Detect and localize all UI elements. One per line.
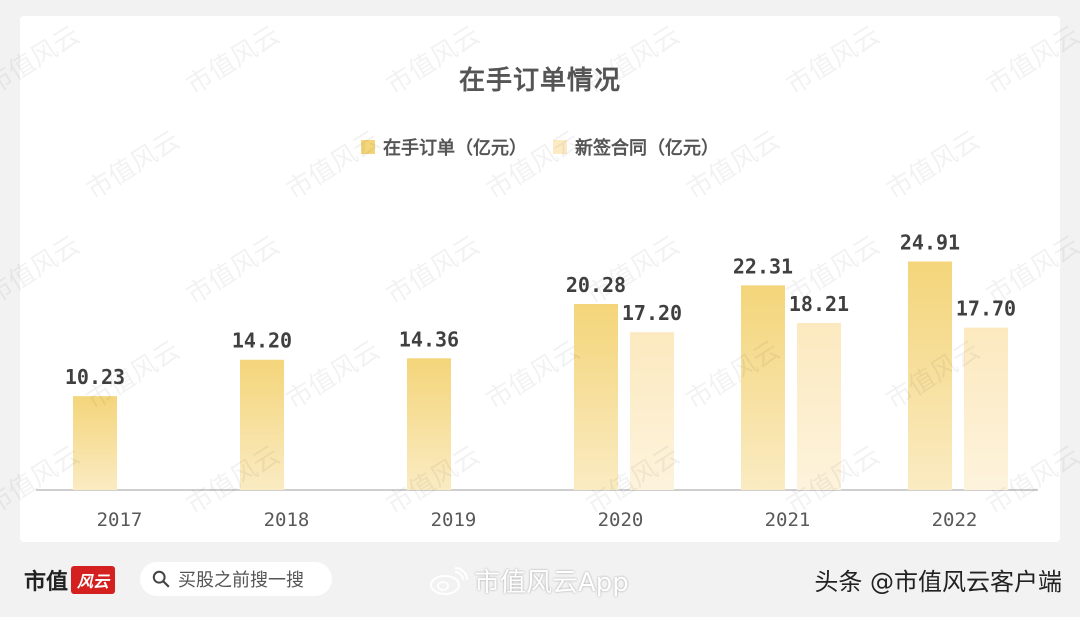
data-label-series1-2021: 18.21 xyxy=(789,292,849,316)
bar-series0-2019 xyxy=(407,358,451,490)
legend-label-contracts: 新签合同（亿元） xyxy=(575,138,719,159)
bar-series1-2022 xyxy=(964,327,1008,490)
data-label-series0-2019: 14.36 xyxy=(399,327,459,351)
search-box[interactable]: 买股之前搜一搜 xyxy=(140,562,332,596)
bar-series0-2022 xyxy=(908,261,952,490)
bar-series0-2018 xyxy=(240,359,284,490)
x-tick-label-2017: 2017 xyxy=(97,509,143,531)
x-tick-label-2019: 2019 xyxy=(431,509,477,531)
legend-swatch-contracts xyxy=(553,140,567,154)
search-text: 买股之前搜一搜 xyxy=(178,570,304,591)
brand-logo: 风云 xyxy=(71,566,116,594)
bar-series0-2020 xyxy=(574,303,618,490)
legend-swatch-orders xyxy=(361,140,375,154)
weibo-watermark: 市值风云App xyxy=(428,562,629,599)
search-icon xyxy=(152,570,170,588)
brand[interactable]: 市值 风云 xyxy=(24,564,116,596)
bar-series1-2020 xyxy=(630,332,674,490)
source-text: 头条 @市值风云客户端 xyxy=(814,568,1062,596)
x-tick-label-2020: 2020 xyxy=(598,509,644,531)
bar-series0-2017 xyxy=(73,396,117,490)
bar-series1-2021 xyxy=(797,322,841,490)
weibo-icon xyxy=(430,566,468,595)
bar-chart: 10.23 2017 14.20 2018 14.36 2019 20.28 17.20 202… xyxy=(36,230,1038,531)
chart-title: 在手订单情况 xyxy=(458,66,621,96)
data-label-series0-2018: 14.20 xyxy=(232,329,292,353)
legend-item-orders: 在手订单（亿元） xyxy=(361,134,527,160)
legend-label-orders: 在手订单（亿元） xyxy=(383,138,527,159)
data-label-series0-2017: 10.23 xyxy=(65,365,125,389)
data-label-series0-2022: 24.91 xyxy=(900,230,960,254)
x-tick-label-2021: 2021 xyxy=(765,509,811,531)
chart-legend: 在手订单（亿元） 新签合同（亿元） xyxy=(20,134,1060,160)
x-tick-label-2022: 2022 xyxy=(932,509,978,531)
legend-item-contracts: 新签合同（亿元） xyxy=(553,134,719,160)
data-label-series0-2021: 22.31 xyxy=(733,254,793,278)
footer: 市值 风云 买股之前搜一搜 市值风云App 头条 @市值风云客户端 xyxy=(0,548,1080,610)
data-label-series0-2020: 20.28 xyxy=(566,273,626,297)
data-label-series1-2022: 17.70 xyxy=(956,297,1016,321)
chart-card: 在手订单情况 在手订单（亿元） 新签合同（亿元） 10.23 2017 14.20 2… xyxy=(20,16,1060,542)
x-tick-label-2018: 2018 xyxy=(264,509,310,531)
brand-text: 市值 xyxy=(24,570,69,595)
data-label-series1-2020: 17.20 xyxy=(622,301,682,325)
bar-series0-2021 xyxy=(741,285,785,490)
weibo-text: 市值风云App xyxy=(474,568,629,598)
